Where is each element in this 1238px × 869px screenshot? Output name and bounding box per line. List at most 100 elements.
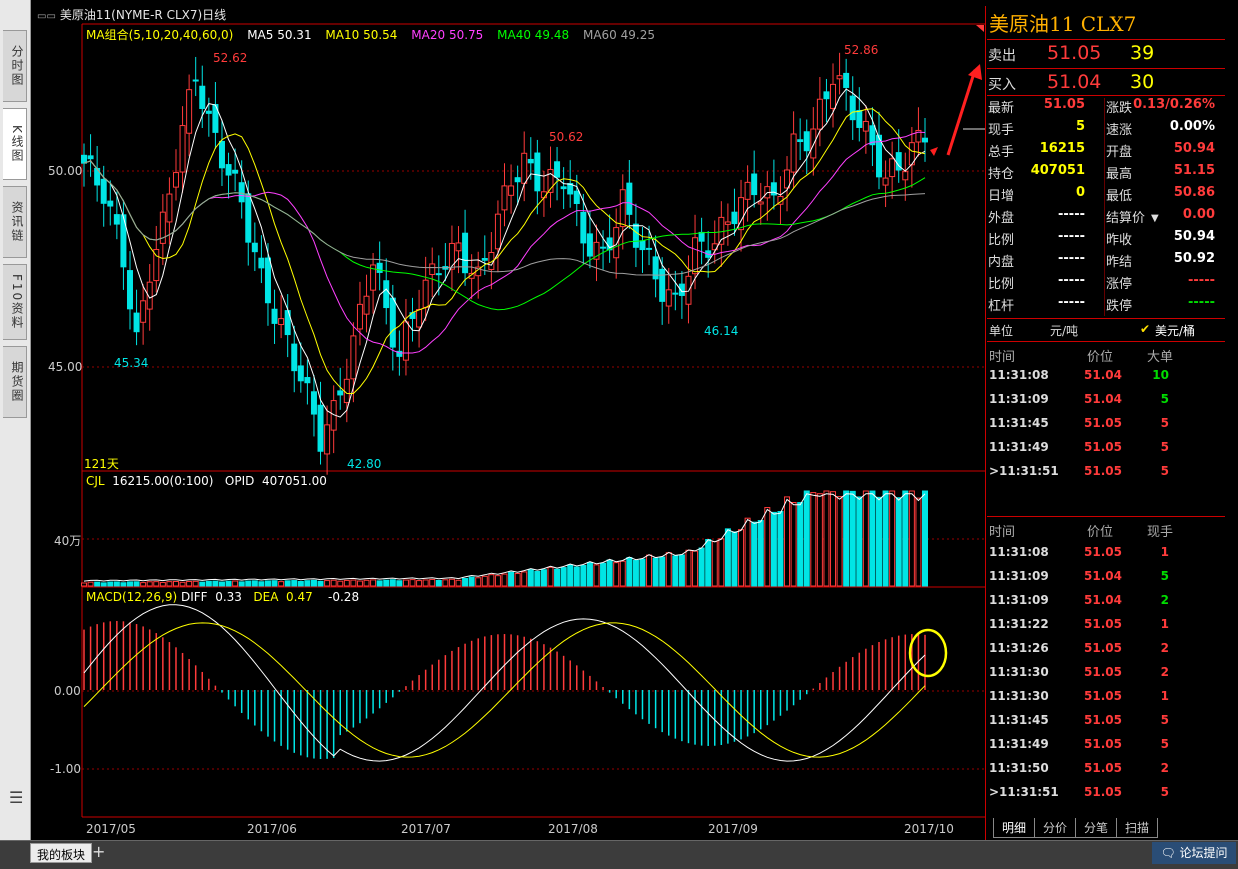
ma5-legend: MA5 50.31 bbox=[247, 28, 312, 42]
macd-axis-neg1: -1.00 bbox=[50, 762, 82, 776]
candle-body bbox=[744, 181, 751, 200]
candle-body bbox=[724, 221, 731, 225]
quote-value: 50.86 bbox=[1173, 185, 1215, 200]
tab-ticks[interactable]: 分笔 bbox=[1075, 818, 1118, 838]
candle-body bbox=[849, 95, 856, 121]
big-order-row[interactable]: 11:31:45 51.05 5 bbox=[989, 416, 1169, 430]
candle-body bbox=[869, 125, 876, 146]
volume-bar bbox=[646, 554, 653, 587]
quote-label: 内盘 bbox=[988, 255, 1015, 270]
tick-row[interactable]: 11:31:30 51.05 1 bbox=[989, 689, 1169, 703]
volume-bar bbox=[356, 580, 363, 587]
volume-bar bbox=[908, 490, 915, 587]
tick-row[interactable]: >11:31:51 51.05 5 bbox=[989, 785, 1169, 799]
big-order-row[interactable]: >11:31:51 51.05 5 bbox=[989, 464, 1169, 478]
volume-bar bbox=[310, 579, 317, 587]
candle-body bbox=[370, 264, 377, 291]
tick-row[interactable]: 11:31:08 51.05 1 bbox=[989, 545, 1169, 559]
candle-body bbox=[356, 303, 363, 330]
tab-news-chain[interactable]: 资讯链 bbox=[3, 186, 27, 258]
candle-body bbox=[225, 164, 232, 176]
window-icon[interactable]: ▭▭ bbox=[37, 11, 56, 22]
my-block-tab[interactable]: 我的板块 bbox=[30, 843, 93, 863]
candle-body bbox=[593, 241, 600, 260]
month-label: 2017/07 bbox=[401, 822, 451, 836]
quote-label: 最低 bbox=[1106, 189, 1133, 204]
quote-label: 现手 bbox=[988, 123, 1015, 138]
quote-value: 51.15 bbox=[1173, 163, 1215, 178]
tick-row[interactable]: 11:31:45 51.05 5 bbox=[989, 713, 1169, 727]
diff-line bbox=[83, 604, 926, 762]
tab-detail[interactable]: 明细 bbox=[993, 818, 1036, 838]
tab-scan[interactable]: 扫描 bbox=[1116, 818, 1159, 838]
volume-bar bbox=[448, 578, 455, 587]
volume-bar bbox=[133, 581, 140, 587]
volume-bar bbox=[238, 581, 245, 587]
candle-body bbox=[672, 292, 679, 295]
tick-row[interactable]: 11:31:09 51.04 2 bbox=[989, 593, 1169, 607]
quote-row: 现手 5 速涨 0.00% bbox=[987, 119, 1225, 141]
tab-f10[interactable]: F10资料 bbox=[3, 264, 27, 340]
candle-body bbox=[337, 390, 344, 396]
volume-bar bbox=[264, 580, 271, 587]
big-order-row[interactable]: 11:31:09 51.04 5 bbox=[989, 392, 1169, 406]
buy-row[interactable]: 买入 51.04 30 bbox=[987, 69, 1225, 96]
arrow-head-icon bbox=[930, 147, 938, 156]
volume-bar bbox=[475, 577, 482, 587]
candle-body bbox=[179, 125, 186, 173]
quote-row: 内盘 ----- 昨结 50.92 bbox=[987, 251, 1225, 273]
unit-cny[interactable]: 元/吨 bbox=[1050, 324, 1079, 338]
tick-row[interactable]: 11:31:50 51.05 2 bbox=[989, 761, 1169, 775]
forum-question-button[interactable]: 🗨 论坛提问 bbox=[1152, 842, 1236, 864]
days-count: 121天 bbox=[84, 457, 119, 471]
candle-body bbox=[922, 137, 928, 143]
unit-usd[interactable]: 美元/桶 bbox=[1155, 324, 1196, 338]
month-label: 2017/08 bbox=[548, 822, 598, 836]
volume-bar bbox=[232, 580, 239, 587]
volume-bar bbox=[107, 581, 114, 587]
section-divider bbox=[987, 516, 1225, 517]
annotation-low-42-80: 42.80 bbox=[347, 457, 382, 471]
candle-body bbox=[573, 190, 580, 204]
volume-bar bbox=[869, 490, 876, 587]
volume-bar bbox=[218, 581, 225, 587]
tab-kline[interactable]: K线图 bbox=[3, 108, 27, 180]
tab-intraday[interactable]: 分时图 bbox=[3, 30, 27, 102]
volume-bar bbox=[284, 580, 291, 587]
tick-row[interactable]: 11:31:22 51.05 1 bbox=[989, 617, 1169, 631]
corner-marker-icon bbox=[976, 25, 984, 32]
tick-row[interactable]: 11:31:49 51.05 5 bbox=[989, 737, 1169, 751]
volume-bar bbox=[172, 580, 179, 587]
buy-volume: 30 bbox=[1130, 71, 1155, 93]
volume-bar bbox=[113, 581, 120, 587]
volume-bar bbox=[902, 490, 909, 587]
add-tab-button[interactable]: + bbox=[92, 842, 106, 861]
tab-futures-circle[interactable]: 期货圈 bbox=[3, 346, 27, 418]
tick-row[interactable]: 11:31:26 51.05 2 bbox=[989, 641, 1169, 655]
volume-bar bbox=[718, 538, 725, 587]
volume-bar bbox=[895, 497, 902, 587]
candle-body bbox=[140, 300, 147, 323]
tick-row[interactable]: 11:31:09 51.04 5 bbox=[989, 569, 1169, 583]
volume-bar bbox=[81, 582, 87, 587]
volume-bar bbox=[245, 580, 252, 587]
volume-bar bbox=[757, 520, 764, 587]
quote-value: 16215 bbox=[1039, 141, 1085, 156]
chevron-down-icon[interactable]: ▼ bbox=[1151, 213, 1159, 224]
volume-bar bbox=[481, 575, 488, 587]
menu-icon[interactable]: ☰ bbox=[9, 788, 24, 807]
big-order-row[interactable]: 11:31:08 51.04 10 bbox=[989, 368, 1169, 382]
quote-label: 涨停 bbox=[1106, 277, 1133, 292]
volume-bar bbox=[600, 562, 607, 587]
tick-row[interactable]: 11:31:30 51.05 2 bbox=[989, 665, 1169, 679]
ma-combo-label[interactable]: MA组合(5,10,20,40,60,0) bbox=[86, 28, 234, 42]
big-order-row[interactable]: 11:31:49 51.05 5 bbox=[989, 440, 1169, 454]
candle-body bbox=[238, 182, 245, 203]
tab-price-dist[interactable]: 分价 bbox=[1034, 818, 1077, 838]
volume-bar bbox=[494, 575, 501, 587]
sell-row[interactable]: 卖出 51.05 39 bbox=[987, 39, 1225, 69]
left-tab-strip: 分时图 K线图 资讯链 F10资料 期货圈 ☰ bbox=[0, 0, 31, 840]
quote-row: 日增 0 最低 50.86 bbox=[987, 185, 1225, 207]
candle-body bbox=[580, 211, 587, 244]
volume-bar bbox=[87, 581, 94, 587]
